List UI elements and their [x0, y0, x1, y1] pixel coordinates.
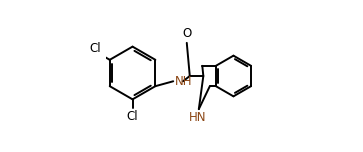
Text: O: O — [182, 27, 191, 40]
Text: Cl: Cl — [127, 110, 138, 123]
Text: Cl: Cl — [90, 41, 101, 55]
Text: HN: HN — [188, 111, 206, 124]
Text: NH: NH — [175, 75, 192, 88]
